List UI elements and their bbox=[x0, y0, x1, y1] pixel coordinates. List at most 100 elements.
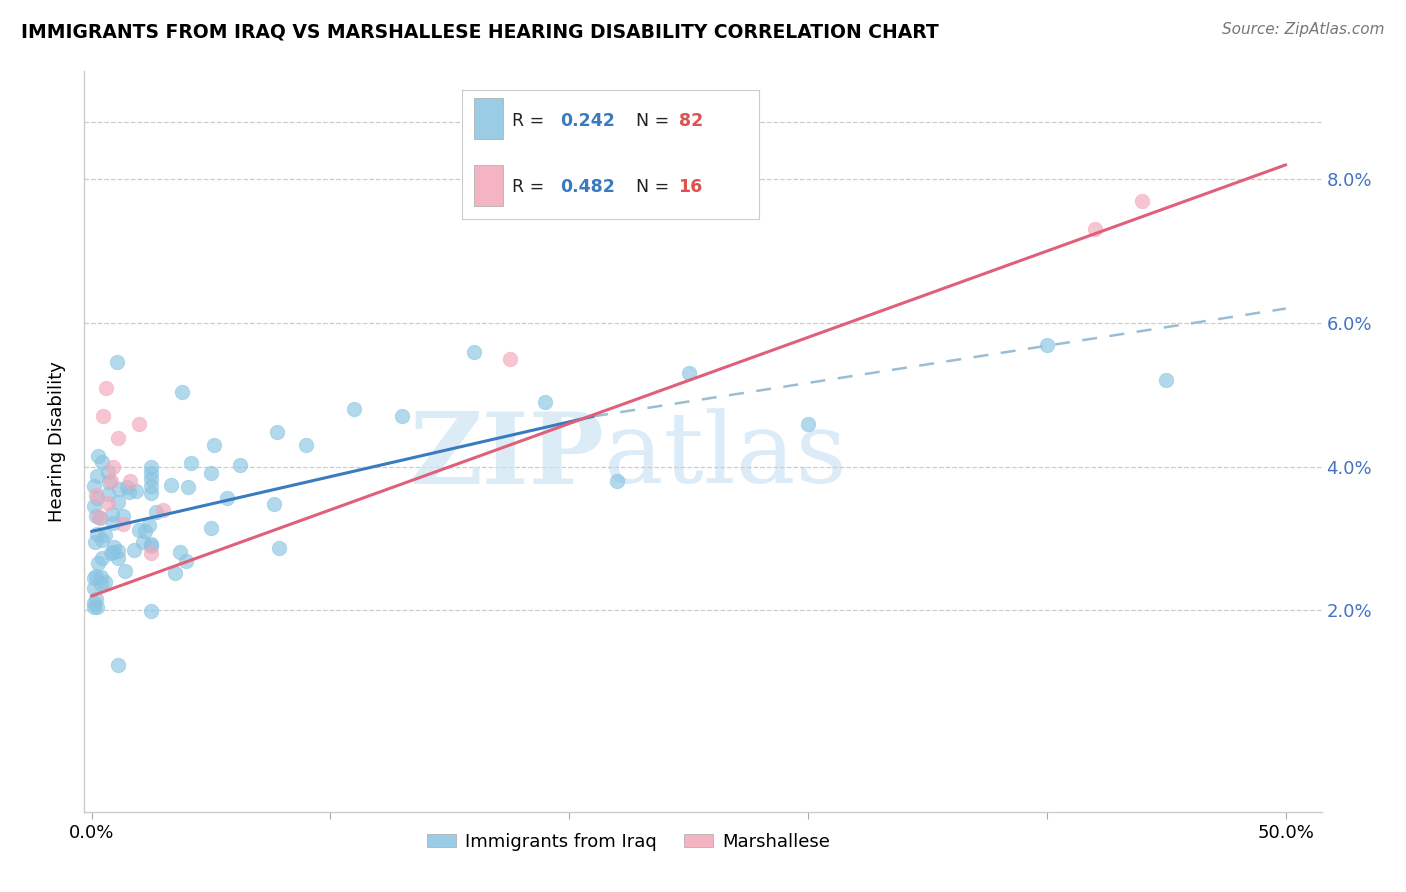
Point bbox=[606, 474, 628, 488]
Point bbox=[83, 499, 105, 513]
Point bbox=[124, 484, 146, 499]
Point bbox=[229, 458, 252, 472]
Point bbox=[97, 495, 120, 509]
Point bbox=[93, 409, 115, 424]
Point bbox=[1132, 194, 1154, 208]
Point bbox=[141, 479, 163, 493]
Point bbox=[86, 568, 108, 582]
Point bbox=[124, 542, 146, 557]
Point bbox=[101, 545, 124, 559]
Point bbox=[107, 658, 129, 673]
Point bbox=[141, 486, 163, 500]
Point bbox=[87, 510, 110, 524]
Point bbox=[174, 554, 197, 568]
Point bbox=[115, 480, 138, 494]
Point bbox=[169, 545, 191, 559]
Point bbox=[180, 456, 202, 470]
Point bbox=[100, 474, 122, 488]
Point bbox=[107, 495, 129, 509]
Point bbox=[202, 438, 225, 452]
Point bbox=[86, 527, 108, 541]
Point bbox=[114, 564, 136, 578]
Legend: Immigrants from Iraq, Marshallese: Immigrants from Iraq, Marshallese bbox=[420, 826, 837, 858]
Point bbox=[83, 582, 105, 596]
Point bbox=[84, 488, 107, 502]
Point bbox=[263, 497, 285, 511]
Point bbox=[107, 483, 129, 497]
Point bbox=[90, 576, 112, 591]
Text: IMMIGRANTS FROM IRAQ VS MARSHALLESE HEARING DISABILITY CORRELATION CHART: IMMIGRANTS FROM IRAQ VS MARSHALLESE HEAR… bbox=[21, 22, 939, 41]
Point bbox=[91, 551, 114, 566]
Point bbox=[105, 355, 128, 369]
Point bbox=[160, 478, 183, 492]
Point bbox=[145, 505, 167, 519]
Text: ZIP: ZIP bbox=[409, 408, 605, 505]
Point bbox=[94, 575, 117, 590]
Point bbox=[534, 395, 557, 409]
Point bbox=[94, 381, 117, 395]
Point bbox=[118, 485, 141, 500]
Text: Source: ZipAtlas.com: Source: ZipAtlas.com bbox=[1222, 22, 1385, 37]
Point bbox=[86, 592, 108, 607]
Point bbox=[101, 508, 124, 522]
Point bbox=[103, 540, 125, 554]
Point bbox=[111, 508, 134, 523]
Point bbox=[463, 344, 485, 359]
Point bbox=[83, 571, 105, 585]
Point bbox=[1156, 374, 1178, 388]
Point bbox=[1036, 337, 1059, 351]
Text: atlas: atlas bbox=[605, 409, 846, 504]
Point bbox=[84, 509, 107, 524]
Point bbox=[215, 491, 238, 505]
Point bbox=[295, 438, 318, 452]
Point bbox=[101, 516, 124, 530]
Point bbox=[86, 491, 108, 505]
Point bbox=[101, 459, 124, 474]
Point bbox=[84, 535, 107, 549]
Point bbox=[141, 604, 163, 618]
Point bbox=[107, 544, 129, 558]
Point bbox=[141, 472, 163, 486]
Point bbox=[107, 431, 129, 445]
Point bbox=[87, 556, 110, 570]
Point bbox=[138, 517, 160, 532]
Point bbox=[97, 487, 120, 501]
Point bbox=[678, 366, 700, 380]
Point bbox=[90, 533, 112, 548]
Point bbox=[97, 465, 120, 479]
Point bbox=[93, 528, 115, 542]
Point bbox=[98, 475, 121, 490]
Point bbox=[86, 469, 108, 483]
Point bbox=[141, 539, 163, 553]
Point bbox=[90, 569, 112, 583]
Point bbox=[141, 537, 163, 551]
Point bbox=[797, 417, 820, 431]
Point bbox=[128, 524, 150, 538]
Point bbox=[100, 546, 122, 560]
Point bbox=[152, 503, 174, 517]
Point bbox=[141, 466, 163, 480]
Point bbox=[86, 600, 108, 615]
Point bbox=[165, 566, 187, 581]
Point bbox=[1084, 222, 1107, 236]
Point bbox=[107, 551, 129, 566]
Point bbox=[83, 599, 105, 614]
Point bbox=[266, 425, 288, 439]
Point bbox=[391, 409, 413, 424]
Point bbox=[132, 534, 155, 549]
Point bbox=[83, 479, 105, 493]
Point bbox=[128, 417, 150, 431]
Point bbox=[176, 480, 198, 494]
Point bbox=[267, 541, 290, 556]
Point bbox=[87, 449, 110, 463]
Point bbox=[141, 546, 163, 560]
Point bbox=[83, 596, 105, 610]
Point bbox=[134, 524, 156, 538]
Point bbox=[141, 460, 163, 475]
Point bbox=[111, 517, 134, 532]
Point bbox=[343, 402, 366, 417]
Point bbox=[172, 385, 194, 400]
Point bbox=[89, 511, 111, 525]
Y-axis label: Hearing Disability: Hearing Disability bbox=[48, 361, 66, 522]
Point bbox=[200, 466, 222, 480]
